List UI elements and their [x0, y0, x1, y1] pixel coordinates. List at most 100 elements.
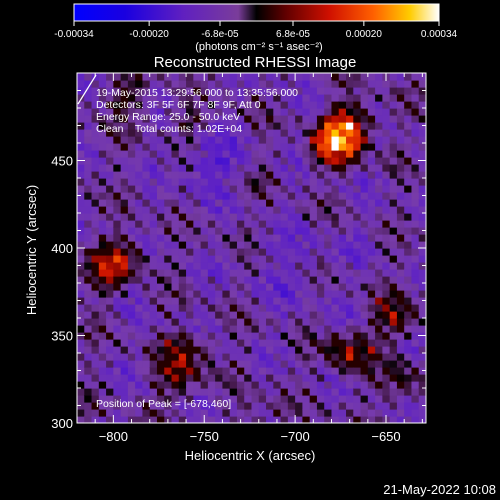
heatmap-cell: [106, 402, 114, 410]
heatmap-cell: [207, 283, 216, 291]
heatmap-cell: [149, 395, 158, 403]
heatmap-cell: [287, 402, 296, 410]
heatmap-cell: [178, 318, 187, 326]
heatmap-cell: [353, 262, 362, 270]
heatmap-cell: [375, 164, 383, 172]
heatmap-cell: [222, 360, 231, 368]
heatmap-cell: [324, 290, 333, 298]
heatmap-cell: [338, 325, 347, 333]
heatmap-cell: [375, 220, 383, 228]
heatmap-cell: [302, 283, 311, 291]
heatmap-cell: [273, 409, 282, 417]
heatmap-cell: [396, 206, 405, 214]
heatmap-cell: [171, 360, 180, 368]
heatmap-cell: [236, 206, 245, 214]
heatmap-cell: [222, 234, 231, 242]
heatmap-cell: [411, 374, 420, 382]
heatmap-cell: [178, 360, 187, 368]
heatmap-cell: [142, 269, 151, 277]
heatmap-cell: [287, 234, 296, 242]
heatmap-cell: [215, 115, 224, 123]
heatmap-cell: [200, 402, 209, 410]
heatmap-cell: [396, 87, 405, 95]
heatmap-cell: [244, 409, 253, 417]
heatmap-cell: [113, 262, 122, 270]
heatmap-cell: [171, 297, 180, 305]
heatmap-cell: [127, 283, 136, 291]
heatmap-cell: [404, 143, 413, 151]
heatmap-cell: [287, 304, 296, 312]
heatmap-cell: [287, 283, 296, 291]
heatmap-cell: [389, 325, 398, 333]
heatmap-cell: [178, 213, 187, 221]
heatmap-cell: [338, 206, 347, 214]
heatmap-cell: [244, 115, 253, 123]
heatmap-cell: [375, 339, 383, 347]
heatmap-cell: [295, 339, 303, 347]
heatmap-cell: [389, 311, 398, 319]
heatmap-cell: [346, 325, 354, 333]
heatmap-cell: [127, 290, 136, 298]
heatmap-cell: [375, 325, 383, 333]
heatmap-cell: [396, 199, 405, 207]
heatmap-cell: [113, 73, 122, 81]
heatmap-cell: [396, 255, 405, 263]
heatmap-cell: [295, 353, 303, 361]
heatmap-cell: [215, 290, 224, 298]
heatmap-cell: [215, 241, 224, 249]
heatmap-cell: [215, 255, 224, 263]
heatmap-cell: [171, 115, 180, 123]
heatmap-cell: [91, 346, 100, 354]
heatmap-cell: [316, 290, 325, 298]
heatmap-cell: [251, 122, 260, 130]
heatmap-cell: [215, 248, 224, 256]
heatmap-cell: [302, 171, 311, 179]
heatmap-cell: [346, 290, 354, 298]
heatmap-cell: [338, 171, 347, 179]
heatmap-cell: [266, 241, 274, 249]
heatmap-cell: [287, 255, 296, 263]
heatmap-cell: [77, 234, 85, 242]
heatmap-cell: [207, 290, 216, 298]
heatmap-cell: [84, 325, 93, 333]
heatmap-cell: [127, 255, 136, 263]
heatmap-cell: [258, 269, 267, 277]
heatmap-cell: [360, 234, 369, 242]
heatmap-cell: [135, 346, 144, 354]
heatmap-cell: [84, 402, 93, 410]
heatmap-cell: [244, 80, 253, 88]
heatmap-cell: [309, 248, 318, 256]
heatmap-cell: [98, 416, 107, 423]
heatmap-cell: [236, 80, 245, 88]
heatmap-cell: [135, 192, 144, 200]
heatmap-cell: [338, 269, 347, 277]
heatmap-cell: [178, 388, 187, 396]
heatmap-cell: [178, 325, 187, 333]
heatmap-cell: [251, 388, 260, 396]
heatmap-cell: [382, 199, 391, 207]
heatmap-cell: [346, 409, 354, 417]
heatmap-cell: [113, 290, 122, 298]
heatmap-cell: [258, 297, 267, 305]
heatmap-cell: [98, 374, 107, 382]
heatmap-cell: [295, 381, 303, 389]
heatmap-cell: [389, 395, 398, 403]
heatmap-cell: [178, 73, 187, 81]
heatmap-cell: [178, 122, 187, 130]
y-tick-label: 350: [51, 329, 73, 344]
heatmap-cell: [171, 367, 180, 375]
heatmap-cell: [77, 381, 85, 389]
heatmap-cell: [229, 136, 238, 144]
heatmap-cell: [142, 381, 151, 389]
heatmap-cell: [178, 192, 187, 200]
heatmap-cell: [287, 171, 296, 179]
heatmap-cell: [382, 318, 391, 326]
heatmap-cell: [411, 108, 420, 116]
heatmap-cell: [244, 192, 253, 200]
heatmap-cell: [346, 276, 354, 284]
heatmap-cell: [360, 143, 369, 151]
heatmap-cell: [273, 108, 282, 116]
heatmap-cell: [309, 339, 318, 347]
heatmap-cell: [193, 395, 202, 403]
heatmap-cell: [77, 276, 85, 284]
